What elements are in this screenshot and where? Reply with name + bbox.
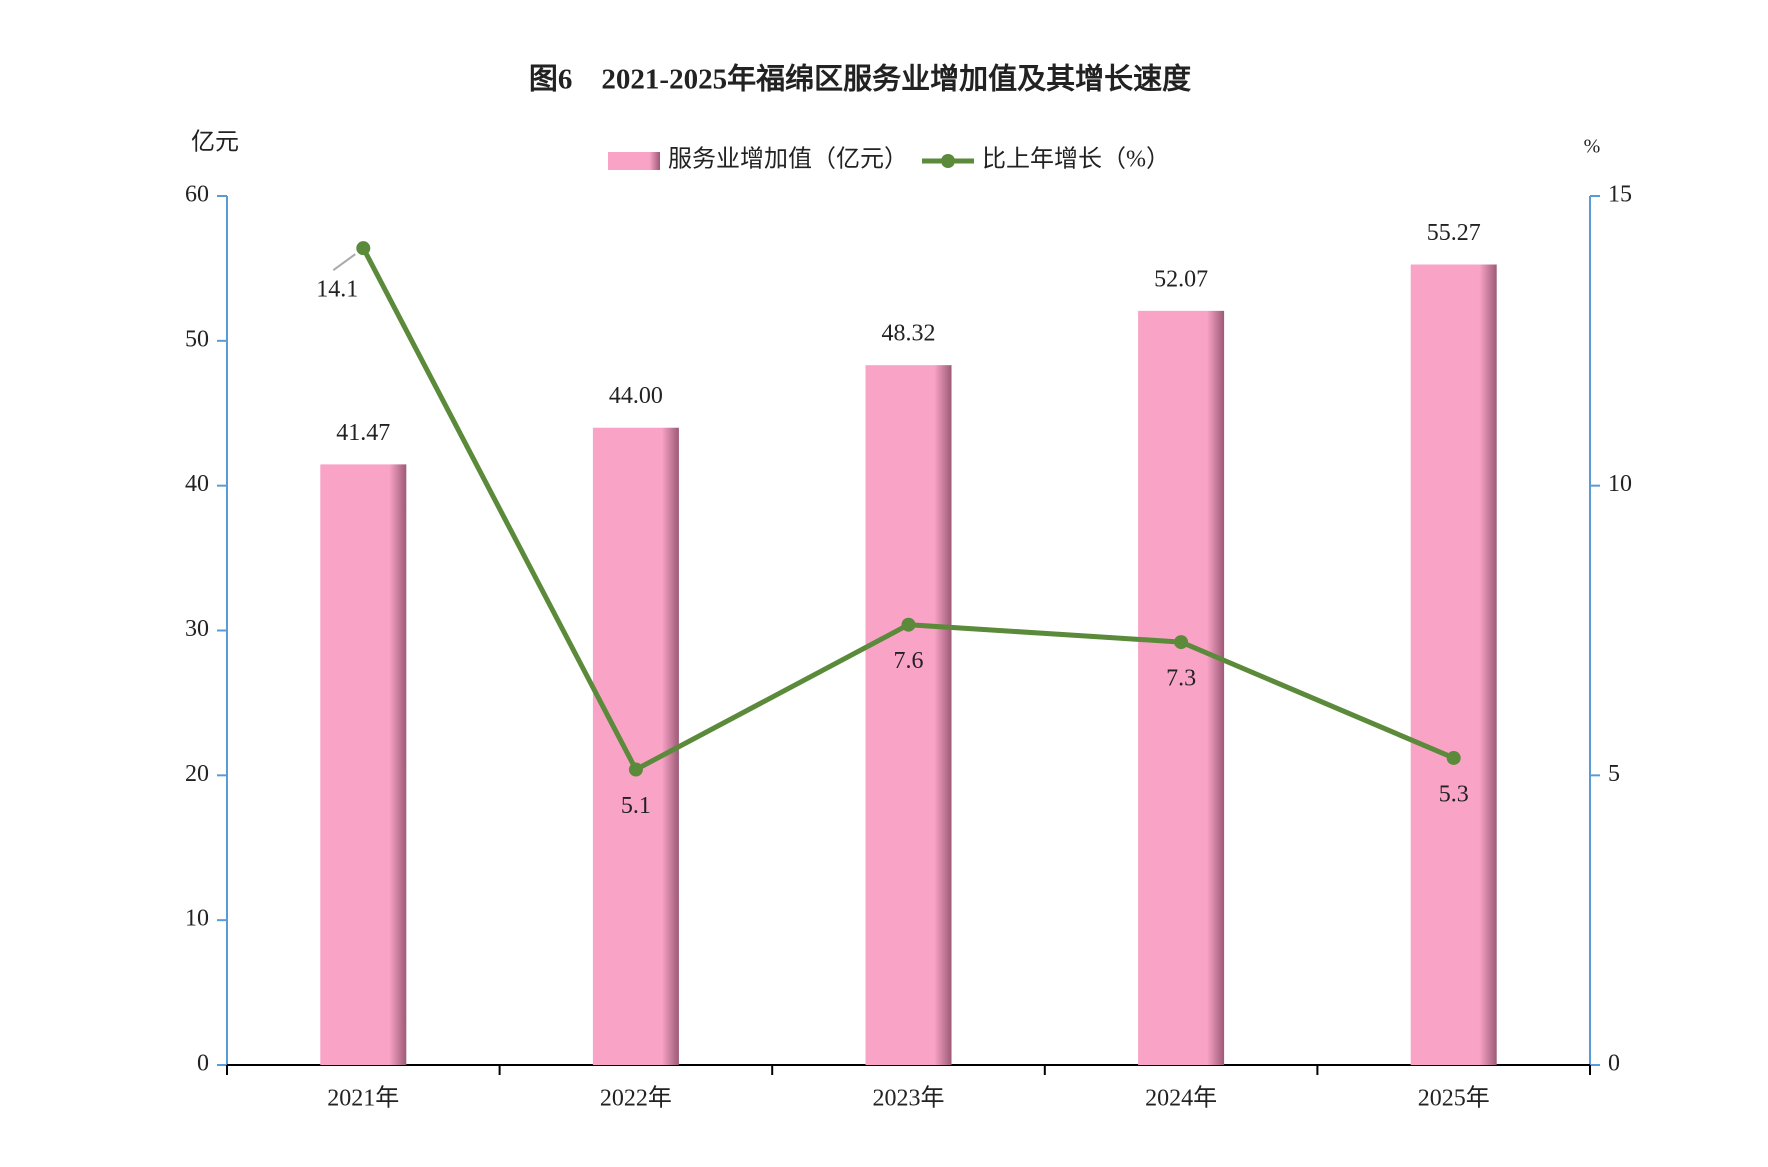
x-tick-label: 2025年	[1418, 1085, 1490, 1112]
y2-axis-label: %	[1584, 136, 1601, 158]
line-point	[1446, 750, 1461, 765]
chart-title: 图6 2021-2025年福绵区服务业增加值及其增长速度	[529, 62, 1191, 96]
y-tick-label: 30	[185, 616, 209, 642]
legend-label: 服务业增加值（亿元）	[668, 146, 908, 173]
line-value-label: 14.1	[316, 277, 358, 303]
bar	[1138, 310, 1225, 1065]
bar-value-label: 48.32	[882, 321, 936, 347]
x-tick-label: 2022年	[600, 1085, 672, 1112]
line-value-label: 5.3	[1439, 781, 1469, 807]
bar	[320, 464, 407, 1065]
legend-swatch	[608, 152, 660, 170]
y2-tick-label: 10	[1608, 471, 1632, 497]
y2-tick-label: 0	[1608, 1051, 1620, 1077]
x-tick-label: 2024年	[1145, 1085, 1217, 1112]
line-point	[901, 617, 916, 632]
line-value-label: 5.1	[621, 793, 651, 819]
legend-swatch	[941, 154, 955, 168]
y-tick-label: 40	[185, 471, 209, 497]
bar	[592, 427, 679, 1065]
x-tick-label: 2021年	[327, 1085, 399, 1112]
y-tick-label: 0	[197, 1051, 209, 1077]
line-value-label: 7.6	[894, 648, 924, 674]
y-tick-label: 50	[185, 326, 209, 352]
line-value-label: 7.3	[1166, 666, 1196, 692]
bar-value-label: 55.27	[1427, 220, 1481, 246]
y-tick-label: 60	[185, 182, 209, 208]
line-point	[1174, 635, 1189, 650]
bar	[1410, 264, 1497, 1065]
y-axis-label: 亿元	[191, 129, 239, 156]
bar-value-label: 52.07	[1154, 266, 1208, 292]
bar-value-label: 44.00	[609, 383, 663, 409]
y-tick-label: 20	[185, 761, 209, 787]
bar-value-label: 41.47	[336, 420, 390, 446]
y2-tick-label: 5	[1608, 761, 1620, 787]
line-point	[356, 241, 371, 256]
x-tick-label: 2023年	[873, 1085, 945, 1112]
y-tick-label: 10	[185, 906, 209, 932]
line-point	[628, 762, 643, 777]
y2-tick-label: 15	[1608, 182, 1632, 208]
bar	[865, 365, 952, 1065]
leader-line	[332, 253, 356, 271]
legend-label: 比上年增长（%）	[982, 146, 1170, 173]
